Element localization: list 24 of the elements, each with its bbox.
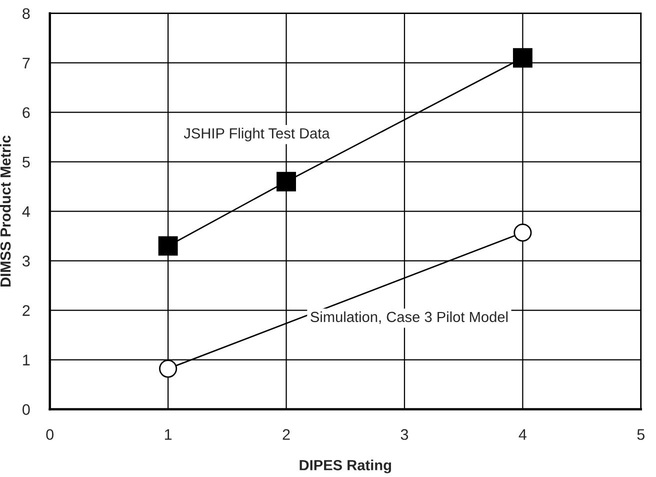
y-tick-label: 6 xyxy=(22,107,30,118)
x-tick-label: 0 xyxy=(46,429,54,440)
x-tick-label: 3 xyxy=(400,429,408,440)
point xyxy=(276,172,296,192)
series-label: JSHIP Flight Test Data xyxy=(184,128,330,142)
series-label: Simulation, Case 3 Pilot Model xyxy=(310,311,508,324)
point xyxy=(514,224,532,242)
y-tick-label: 5 xyxy=(22,156,30,168)
y-tick-label: 3 xyxy=(22,256,30,266)
point xyxy=(512,48,532,68)
y-tick-label: 8 xyxy=(22,8,30,20)
y-tick-label: 4 xyxy=(22,206,30,217)
point xyxy=(158,236,178,256)
y-tick-label: 1 xyxy=(23,354,30,366)
x-tick-label: 1 xyxy=(164,429,172,440)
x-axis-title: DIPES Rating xyxy=(300,460,391,474)
point xyxy=(159,360,178,378)
x-tick-label: 4 xyxy=(518,429,526,440)
y-tick-label: 2 xyxy=(22,305,30,316)
y-axis-title: DIMSS Product Metric xyxy=(0,136,11,286)
y-tick-label: 0 xyxy=(22,404,30,415)
x-tick-label: 5 xyxy=(637,429,645,440)
x-tick-label: 2 xyxy=(282,429,290,440)
y-tick-label: 7 xyxy=(22,58,30,68)
